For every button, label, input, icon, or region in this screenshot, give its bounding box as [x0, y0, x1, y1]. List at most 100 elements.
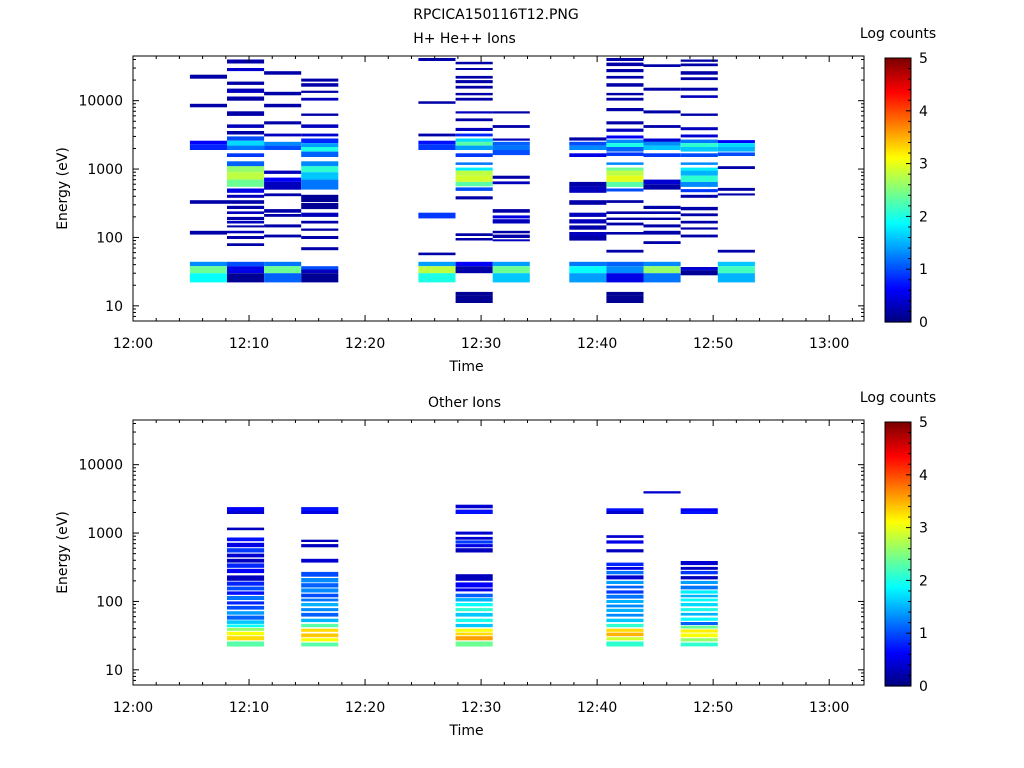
heatmap-cell [606, 613, 644, 617]
heatmap-cell [227, 59, 265, 64]
heatmap-cell [492, 111, 530, 114]
colorbar-swatch [885, 310, 911, 313]
heatmap-cell [227, 145, 265, 150]
colorbar-swatch [885, 482, 911, 485]
heatmap-cell [643, 87, 681, 91]
colorbar-swatch [885, 480, 911, 483]
colorbar-swatch [885, 554, 911, 557]
colorbar-swatch [885, 646, 911, 649]
heatmap-cell [189, 140, 227, 145]
x-axis-label: Time [448, 359, 483, 375]
colorbar-swatch [885, 124, 911, 127]
colorbar-swatch [885, 220, 911, 223]
heatmap-cell [680, 113, 718, 116]
colorbar-swatch [885, 612, 911, 615]
colorbar-tick-label: 4 [919, 468, 928, 484]
x-tick-label: 12:30 [461, 700, 501, 716]
heatmap-cell [227, 166, 265, 173]
colorbar-swatch [885, 678, 911, 681]
heatmap-cell [301, 247, 339, 251]
colorbar-swatch [885, 156, 911, 159]
colorbar-swatch [885, 126, 911, 129]
colorbar-swatch [885, 202, 911, 205]
colorbar-swatch [885, 636, 911, 639]
heatmap-cell [492, 219, 530, 224]
heatmap-cell [227, 172, 265, 180]
heatmap-cell [680, 139, 718, 144]
heatmap-cell [492, 181, 530, 185]
colorbar-swatch [885, 668, 911, 671]
heatmap-cell [606, 508, 644, 511]
heatmap-cell [606, 641, 644, 647]
heatmap-cell [680, 566, 718, 570]
heatmap-cell [569, 186, 607, 193]
colorbar-swatch [885, 166, 911, 169]
heatmap-cell [227, 615, 265, 620]
colorbar-swatch [885, 260, 911, 263]
colorbar-swatch [885, 314, 911, 317]
heatmap-cell [301, 194, 339, 202]
heatmap-cell [301, 202, 339, 210]
heatmap-cell [606, 535, 644, 538]
heatmap-cell [680, 189, 718, 193]
colorbar-swatch [885, 616, 911, 619]
heatmap-cell [455, 85, 493, 89]
x-axis-label: Time [448, 723, 483, 739]
heatmap-cell [227, 188, 265, 193]
colorbar-swatch [885, 578, 911, 581]
colorbar-swatch [885, 96, 911, 99]
heatmap-cell [680, 629, 718, 633]
heatmap-cell [455, 266, 493, 274]
colorbar-swatch [885, 592, 911, 595]
heatmap-cell [606, 152, 644, 156]
colorbar-swatch [885, 674, 911, 677]
heatmap-cell [680, 603, 718, 607]
colorbar-swatch [885, 572, 911, 575]
colorbar-swatch [885, 186, 911, 189]
heatmap-cell [606, 608, 644, 612]
colorbar-swatch [885, 628, 911, 631]
colorbar-swatch [885, 514, 911, 517]
heatmap-cell [680, 612, 718, 616]
x-tick-label: 12:30 [461, 336, 501, 352]
heatmap-cell [227, 136, 265, 141]
colorbar-swatch [885, 244, 911, 247]
heatmap-cell [680, 95, 718, 98]
colorbar-swatch [885, 168, 911, 171]
heatmap-cell [264, 214, 302, 217]
heatmap-cell [680, 206, 718, 211]
colorbar-swatch [885, 298, 911, 301]
colorbar-swatch [885, 468, 911, 471]
colorbar-swatch [885, 512, 911, 515]
colorbar-swatch [885, 136, 911, 139]
heatmap-cell [569, 141, 607, 146]
colorbar-swatch [885, 200, 911, 203]
heatmap-cell [418, 144, 456, 150]
heatmap-cell [301, 266, 339, 270]
heatmap-cell [189, 200, 227, 204]
colorbar-tick-label: 4 [919, 104, 928, 120]
colorbar-swatch [885, 80, 911, 83]
colorbar-swatch [885, 556, 911, 559]
colorbar-swatch [885, 264, 911, 267]
heatmap-cell [606, 637, 644, 641]
colorbar-swatch [885, 652, 911, 655]
colorbar-swatch [885, 288, 911, 291]
heatmap-cell [418, 58, 456, 61]
heatmap-cell [455, 233, 493, 236]
colorbar-swatch [885, 562, 911, 565]
colorbar-swatch [885, 108, 911, 111]
colorbar-swatch [885, 472, 911, 475]
heatmap-cell [680, 147, 718, 152]
colorbar-swatch [885, 240, 911, 243]
colorbar-swatch [885, 538, 911, 541]
colorbar-swatch [885, 66, 911, 69]
colorbar-swatch [885, 176, 911, 179]
figure-title: RPCICA150116T12.PNG [413, 7, 578, 23]
colorbar-swatch [885, 552, 911, 555]
heatmap-cell [301, 608, 339, 612]
colorbar-swatch [885, 226, 911, 229]
x-tick-label: 12:10 [229, 336, 269, 352]
heatmap-cell [643, 211, 681, 214]
heatmap-cell [227, 131, 265, 135]
